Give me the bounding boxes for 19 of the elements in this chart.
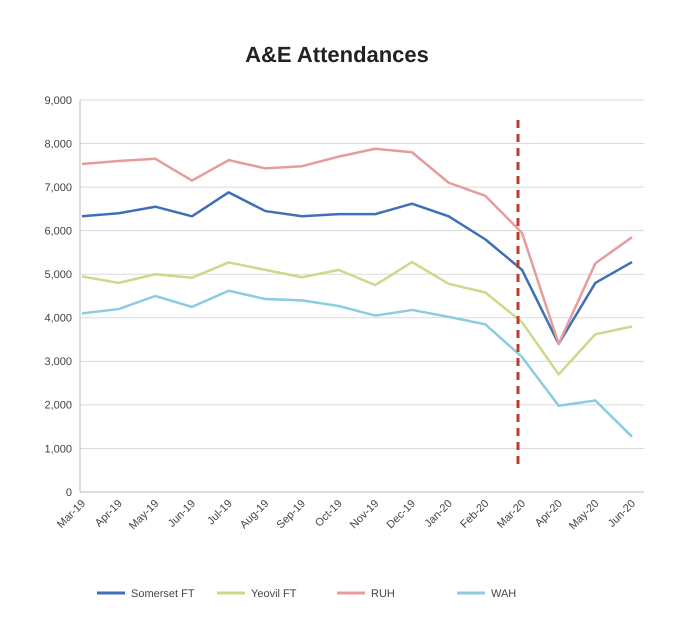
y-tick-label: 1,000: [44, 443, 72, 456]
y-tick-label: 4,000: [44, 312, 72, 325]
y-tick-label: 3,000: [44, 356, 72, 368]
line-series: [80, 290, 634, 438]
y-tick-label: 0: [66, 486, 72, 499]
y-tick-label: 2,000: [44, 400, 72, 412]
legend-label: WAH: [491, 588, 516, 600]
y-tick-label: 8,000: [44, 138, 72, 150]
line-series: [80, 191, 634, 346]
line-series: [80, 148, 634, 346]
legend-label: RUH: [371, 588, 395, 600]
y-tick-label: 7,000: [44, 182, 72, 194]
y-tick-label: 5,000: [44, 269, 72, 282]
legend-label: Yeovil FT: [251, 588, 297, 600]
y-tick-label: 9,000: [44, 94, 72, 107]
line-series: [80, 260, 634, 376]
legend-label: Somerset FT: [131, 588, 195, 600]
chart-title: A&E Attendances: [245, 42, 429, 67]
y-tick-label: 6,000: [44, 226, 72, 238]
